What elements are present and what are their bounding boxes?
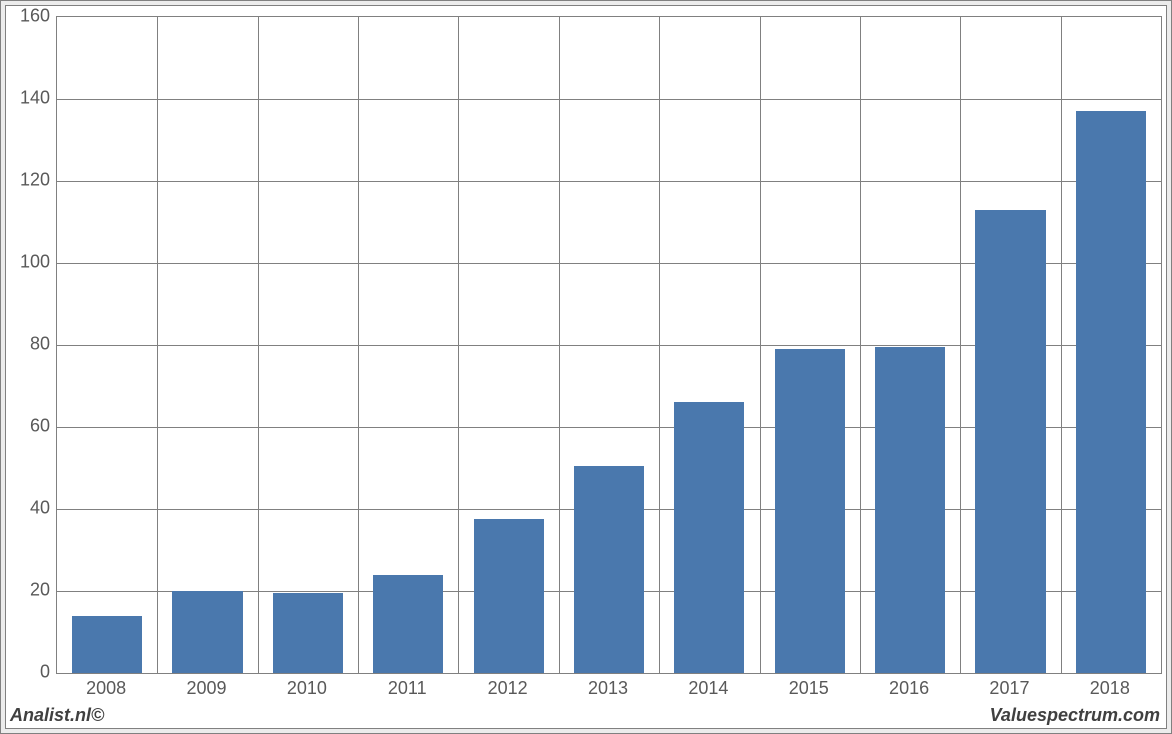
y-tick-label: 140 xyxy=(10,88,50,109)
gridline-vertical xyxy=(559,17,560,673)
bar xyxy=(875,347,945,673)
x-tick-label: 2008 xyxy=(86,678,126,699)
y-tick-label: 120 xyxy=(10,170,50,191)
x-tick-label: 2016 xyxy=(889,678,929,699)
bar xyxy=(474,519,544,673)
y-tick-label: 40 xyxy=(10,498,50,519)
footer-credit-left: Analist.nl© xyxy=(10,705,104,726)
gridline-vertical xyxy=(157,17,158,673)
footer-credit-right: Valuespectrum.com xyxy=(990,705,1160,726)
y-tick-label: 0 xyxy=(10,662,50,683)
plot-area xyxy=(56,16,1162,674)
gridline-vertical xyxy=(860,17,861,673)
chart-inner-frame: 0 20 40 60 80 100 120 140 160 2008 2009 2010 2011 20… xyxy=(5,5,1167,729)
gridline-vertical xyxy=(458,17,459,673)
gridline-vertical xyxy=(960,17,961,673)
bar xyxy=(373,575,443,673)
x-tick-label: 2012 xyxy=(488,678,528,699)
bar xyxy=(775,349,845,673)
y-tick-label: 60 xyxy=(10,416,50,437)
gridline-vertical xyxy=(258,17,259,673)
gridline-horizontal xyxy=(57,99,1161,100)
bar xyxy=(273,593,343,673)
y-tick-label: 100 xyxy=(10,252,50,273)
bar xyxy=(674,402,744,673)
y-tick-label: 20 xyxy=(10,580,50,601)
x-tick-label: 2011 xyxy=(388,678,427,699)
gridline-vertical xyxy=(1061,17,1062,673)
bar xyxy=(574,466,644,673)
gridline-vertical xyxy=(659,17,660,673)
x-tick-label: 2017 xyxy=(989,678,1029,699)
x-tick-label: 2013 xyxy=(588,678,628,699)
x-tick-label: 2014 xyxy=(688,678,728,699)
bar xyxy=(975,210,1045,673)
gridline-vertical xyxy=(358,17,359,673)
y-tick-label: 160 xyxy=(10,6,50,27)
x-tick-label: 2015 xyxy=(789,678,829,699)
gridline-horizontal xyxy=(57,181,1161,182)
x-tick-label: 2009 xyxy=(187,678,227,699)
bar xyxy=(72,616,142,673)
chart-outer-frame: 0 20 40 60 80 100 120 140 160 2008 2009 2010 2011 20… xyxy=(0,0,1172,734)
y-tick-label: 80 xyxy=(10,334,50,355)
x-tick-label: 2018 xyxy=(1090,678,1130,699)
gridline-vertical xyxy=(760,17,761,673)
x-tick-label: 2010 xyxy=(287,678,327,699)
bar xyxy=(1076,111,1146,673)
bar xyxy=(172,591,242,673)
